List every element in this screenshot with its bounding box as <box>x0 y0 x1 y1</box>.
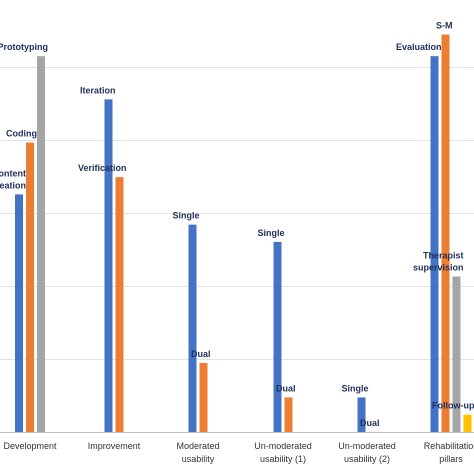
category-label: Un-moderated usability (2) <box>338 441 396 464</box>
data-label: Contentcreation <box>0 168 26 190</box>
data-label: Evaluation <box>396 42 442 52</box>
gridlines <box>0 67 474 360</box>
bar <box>463 414 472 432</box>
bars <box>15 34 472 433</box>
category-label: Improvement <box>88 441 141 451</box>
bar <box>37 56 45 432</box>
data-label: Dual <box>276 383 296 393</box>
data-label: Iteration <box>80 85 116 95</box>
category-label: Rehabilitation pillars <box>424 441 474 464</box>
data-label: Therapist supervision <box>413 250 464 272</box>
bar <box>26 142 34 432</box>
data-label: S-M <box>436 21 453 31</box>
category-label: Moderated usability <box>176 441 219 464</box>
data-label: Verification <box>78 163 127 173</box>
bar <box>441 34 450 433</box>
bar <box>452 276 461 432</box>
category-label: Un-moderated usability (1) <box>254 441 312 464</box>
data-label: Dual <box>360 418 380 428</box>
data-label: Prototyping <box>0 42 48 52</box>
bar <box>430 56 439 432</box>
data-label: Single <box>257 228 284 238</box>
data-label: Dual <box>191 349 211 359</box>
data-label: Coding <box>6 129 37 139</box>
bar <box>115 177 124 432</box>
category-tick-labels: Development Improvement Moderated usability… <box>3 441 474 464</box>
bar <box>104 99 113 433</box>
bar <box>188 224 197 432</box>
bar <box>357 397 366 432</box>
bar <box>284 397 293 432</box>
bar <box>15 194 23 432</box>
category-label: Development <box>3 441 57 451</box>
bar <box>273 241 282 432</box>
data-label: Single <box>341 383 368 393</box>
data-label: Follow-up <box>432 401 474 411</box>
bar <box>199 362 208 432</box>
data-label: Single <box>172 211 199 221</box>
data-labels: Contentcreation Coding Prototyping Iteratio… <box>0 21 474 428</box>
